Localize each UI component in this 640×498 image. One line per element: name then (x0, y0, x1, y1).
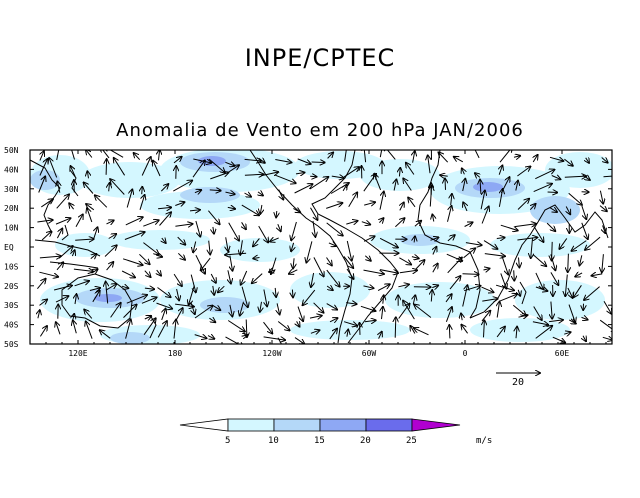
wind-vector (142, 187, 143, 194)
colorbar-tick-20: 20 (360, 436, 371, 446)
colorbar-segment (320, 419, 366, 431)
wind-vector (360, 323, 361, 335)
lat-label: 40N (4, 165, 19, 174)
wind-vector (246, 320, 247, 338)
wind-vector (463, 274, 479, 275)
lat-label: 10N (4, 224, 19, 233)
colorbar: 5 10 15 20 25 m/s (180, 419, 492, 446)
lat-label: 20S (4, 282, 19, 291)
reference-vector-label: 20 (512, 377, 524, 388)
colorbar-segment (412, 419, 460, 431)
lon-label: 60E (555, 349, 570, 358)
colorbar-segment (228, 419, 274, 431)
wind-vector (395, 317, 396, 337)
colorbar-tick-10: 10 (268, 436, 279, 446)
lat-label: 30N (4, 185, 19, 194)
lat-label: EQ (4, 243, 14, 252)
wind-vector (449, 325, 450, 338)
colorbar-tick-25: 25 (406, 436, 417, 446)
lon-label: 120W (262, 349, 281, 358)
lon-label: 180 (168, 349, 183, 358)
colorbar-tick-15: 15 (314, 436, 325, 446)
wind-vector (568, 254, 569, 272)
lat-label: 10S (4, 262, 19, 271)
wind-vector (312, 162, 325, 163)
lat-label: 50N (4, 146, 19, 155)
lon-label: 0 (463, 349, 468, 358)
lat-label: 20N (4, 204, 19, 213)
reference-vector: 20 (496, 373, 540, 388)
colorbar-tick-5: 5 (225, 436, 230, 446)
wind-vector (445, 179, 446, 190)
colorbar-segment (274, 419, 320, 431)
wind-vector (548, 192, 558, 193)
colorbar-segment (366, 419, 412, 431)
lon-label: 60W (362, 349, 377, 358)
lon-label: 120E (68, 349, 87, 358)
colorbar-segment (180, 419, 228, 431)
lat-label: 40S (4, 321, 19, 330)
wind-vector (292, 290, 293, 298)
wind-vector (210, 190, 221, 191)
wind-vector (310, 176, 316, 177)
wind-vector (276, 211, 277, 217)
wind-vector (514, 270, 515, 280)
lat-label: 50S (4, 340, 19, 349)
colorbar-unit: m/s (476, 436, 492, 446)
wind-vector (106, 159, 107, 175)
lat-label: 30S (4, 301, 19, 310)
